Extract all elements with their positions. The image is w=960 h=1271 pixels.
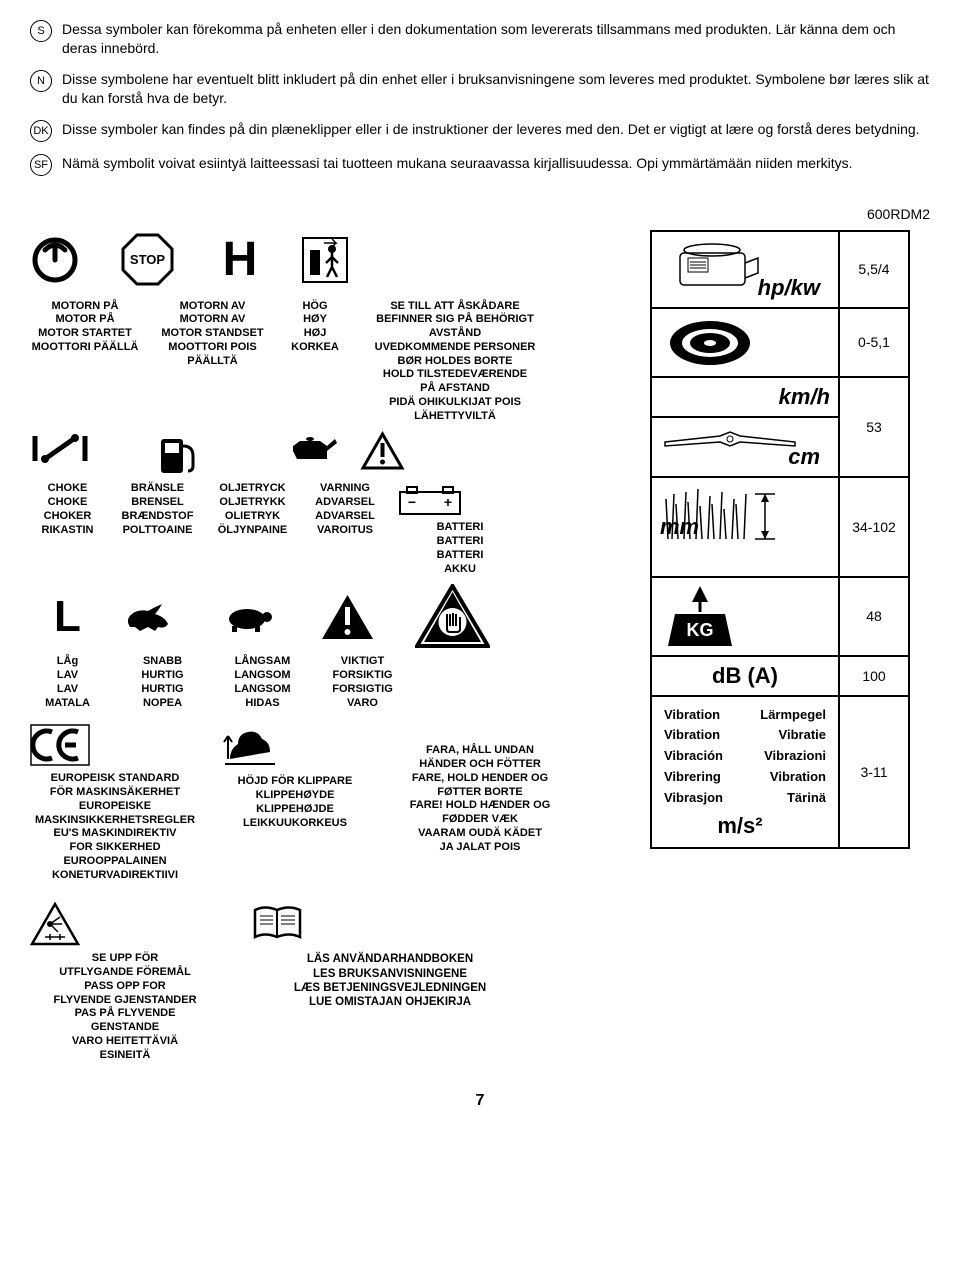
- slow-label: LÅNGSAMLANGSOMLANGSOMHIDAS: [220, 655, 305, 710]
- language-badge: S: [30, 20, 52, 42]
- vibration-row: VibrationVibratie: [660, 725, 830, 746]
- intro-text: Disse symbolene har eventuelt blitt inkl…: [62, 70, 930, 108]
- kg-value: 48: [839, 577, 909, 656]
- svg-text:KG: KG: [687, 620, 714, 640]
- db-unit: dB (A): [651, 656, 839, 696]
- eu-std-label: EUROPEISK STANDARDFÖR MASKINSÄKERHETEURO…: [30, 772, 200, 882]
- danger-hands-feet-label: FARA, HÅLL UNDANHÄNDER OCH FÖTTERFARE, H…: [390, 724, 570, 854]
- high-label: HÖGHØYHØJKORKEA: [285, 300, 345, 355]
- vibration-row: VibreringVibration: [660, 767, 830, 788]
- cut-height-label: HÖJD FÖR KLIPPAREKLIPPEHØYDEKLIPPEHØJDEL…: [220, 775, 370, 830]
- fuel-pump-icon: [155, 431, 200, 476]
- language-badge: DK: [30, 120, 52, 142]
- hand-warning-icon: [415, 584, 535, 649]
- bystanders-label: SE TILL ATT ÅSKÅDAREBEFINNER SIG PÅ BEHÖ…: [360, 300, 550, 424]
- intro-row: SF Nämä symbolit voivat esiintyä laittees…: [30, 154, 930, 176]
- language-badge: SF: [30, 154, 52, 176]
- main-grid: STOP H MOTORN PÅMOTOR PÅMOTOR STARTETMOO…: [30, 230, 930, 1063]
- language-badge: N: [30, 70, 52, 92]
- choke-icon: [30, 431, 90, 466]
- fast-label: SNABBHURTIGHURTIGNOPEA: [120, 655, 205, 710]
- choke-label: CHOKECHOKECHOKERRIKASTIN: [30, 482, 105, 537]
- hpkw-value: 5,5/4: [839, 231, 909, 308]
- intro-text: Nämä symbolit voivat esiintyä laitteessa…: [62, 154, 853, 173]
- intro-text: Dessa symboler kan förekomma på enheten …: [62, 20, 930, 58]
- l-icon: L: [30, 592, 105, 642]
- intro-text: Disse symboler kan findes på din plænekl…: [62, 120, 920, 139]
- motor-on-label: MOTORN PÅMOTOR PÅMOTOR STARTETMOOTTORI P…: [30, 300, 140, 355]
- vibration-row: VibrasjonTärinä: [660, 788, 830, 809]
- ms2-value: 3-11: [839, 696, 909, 848]
- ce-mark-icon: [30, 724, 90, 766]
- svg-text:−: −: [408, 494, 416, 510]
- important-label: VIKTIGTFORSIKTIGFORSIGTIGVARO: [320, 655, 405, 710]
- manual-label: LÄS ANVÄNDARHANDBOKENLES BRUKSANVISNINGE…: [250, 952, 530, 1010]
- wheel-icon: [660, 315, 760, 370]
- rabbit-icon: [120, 599, 205, 634]
- intro-row: DK Disse symboler kan findes på din plæne…: [30, 120, 930, 142]
- warning-big-icon: [320, 593, 400, 641]
- stop-icon: STOP: [120, 232, 180, 287]
- db-value: 100: [839, 656, 909, 696]
- warning-label: VARNINGADVARSELADVARSELVAROITUS: [305, 482, 385, 537]
- kmh-unit: km/h: [651, 377, 839, 417]
- symbols-area: STOP H MOTORN PÅMOTOR PÅMOTOR STARTETMOO…: [30, 230, 630, 1063]
- low-label: LÅgLAVLAVMATALA: [30, 655, 105, 710]
- vibration-labels: VibrationLärmpegelVibrationVibratieVibra…: [660, 705, 830, 809]
- mm-value: 34-102: [839, 477, 909, 577]
- weight-icon: KG: [660, 584, 740, 649]
- cm-value: 53: [839, 377, 909, 477]
- page-number: 7: [30, 1092, 930, 1110]
- vibration-row: VibraciónVibrazioni: [660, 746, 830, 767]
- ms2-unit: m/s²: [660, 813, 830, 839]
- oil-can-icon: [285, 431, 340, 466]
- intro-row: N Disse symbolene har eventuelt blitt ink…: [30, 70, 930, 108]
- svg-text:STOP: STOP: [130, 252, 165, 267]
- battery-icon: −+: [395, 482, 465, 517]
- flying-objects-icon: [30, 902, 80, 946]
- oil-label: OLJETRYCKOLJETRYKKOLIETRYKÖLJYNPAINE: [210, 482, 295, 537]
- h-icon: H: [210, 230, 270, 290]
- engine-on-icon: [30, 235, 90, 285]
- battery-label: BATTERIBATTERIBATTERIAKKU: [395, 521, 525, 576]
- mm-unit: mm: [660, 514, 709, 539]
- caution-triangle-icon: [360, 431, 405, 471]
- bystander-icon: [300, 235, 360, 285]
- range-value: 0-5,1: [839, 308, 909, 377]
- cm-unit: cm: [660, 444, 830, 470]
- turtle-icon: [220, 599, 305, 634]
- intro-section: S Dessa symboler kan förekomma på enheten…: [30, 20, 930, 176]
- motor-off-label: MOTORN AVMOTORN AVMOTOR STANDSETMOOTTORI…: [155, 300, 270, 369]
- vibration-row: VibrationLärmpegel: [660, 705, 830, 726]
- model-number: 600RDM2: [30, 206, 930, 222]
- intro-row: S Dessa symboler kan förekomma på enheten…: [30, 20, 930, 58]
- flying-objects-label: SE UPP FÖRUTFLYGANDE FÖREMÅLPASS OPP FOR…: [30, 952, 220, 1062]
- fuel-label: BRÄNSLEBRENSELBRÆNDSTOFPOLTTOAINE: [115, 482, 200, 537]
- spec-table: hp/kw 5,5/4 0-5,1 km/h 53: [650, 230, 910, 849]
- cutting-height-icon: [220, 724, 280, 769]
- svg-text:+: +: [444, 494, 452, 510]
- manual-icon: [250, 902, 305, 942]
